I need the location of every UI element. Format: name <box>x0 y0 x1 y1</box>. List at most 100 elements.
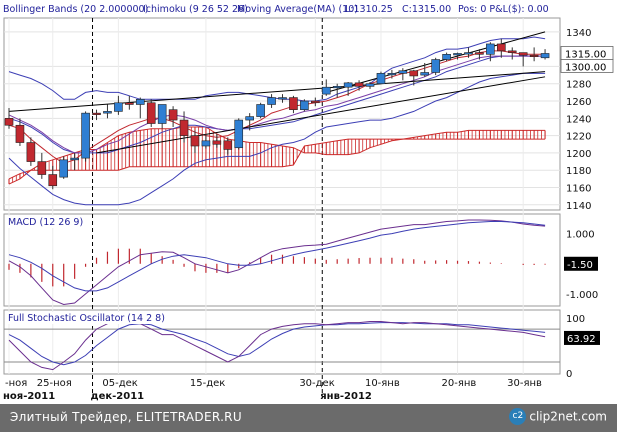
candle-body <box>278 97 287 100</box>
candle-body <box>81 112 90 159</box>
candle-body <box>70 157 79 161</box>
stochastic-d-line <box>8 322 546 366</box>
candle-body <box>190 135 200 147</box>
senkou-span-b-line <box>8 138 546 180</box>
candle-body <box>4 118 14 126</box>
candle-body <box>376 73 386 85</box>
candle-body <box>48 174 58 187</box>
candle-body <box>168 109 178 121</box>
price-axis-label: 1160 <box>566 184 591 195</box>
candle-body <box>321 86 331 95</box>
price-axis-label: 1220 <box>566 132 591 143</box>
close-price-label: 1315.00 <box>565 49 606 60</box>
macd-title: MACD (12 26 9) <box>8 217 83 228</box>
macd-line <box>8 219 546 306</box>
x-axis-date-label: 30-дек <box>299 378 334 389</box>
header-close-price: C:1315.00 <box>402 4 451 15</box>
price-marker-label: 1300.00 <box>565 62 606 73</box>
x-axis-month-label: ноя-2011 <box>3 391 55 402</box>
candle-body <box>442 54 451 60</box>
candle-body <box>507 50 517 53</box>
candle-body <box>223 140 233 150</box>
x-axis-month-label: дек-2011 <box>91 391 145 402</box>
chart-canvas: 1140116011801200122012401260128013001340… <box>0 0 614 402</box>
macd-value-marker <box>564 256 598 271</box>
candle-body <box>114 102 123 112</box>
candle-body <box>157 104 167 124</box>
candle-body <box>431 59 440 73</box>
price-axis-label: 1340 <box>566 28 591 39</box>
x-axis-date-label: 15-дек <box>190 378 225 389</box>
candle-body <box>146 102 156 124</box>
candle-body <box>540 53 550 59</box>
price-axis-label: 1140 <box>566 201 591 212</box>
macd-signal-line <box>8 221 546 292</box>
header-indicator-label: Ichimoku (9 26 52 26) <box>143 4 248 15</box>
price-axis-label: 1200 <box>566 149 591 160</box>
x-axis-month-label: янв-2012 <box>320 391 372 402</box>
x-axis-date-label: 10-янв <box>365 378 400 389</box>
candle-body <box>135 98 145 105</box>
x-axis-date-label: -ноя <box>5 378 27 389</box>
candle-body <box>212 140 222 145</box>
bollinger-lower-line <box>8 72 546 206</box>
candle-body <box>300 100 309 110</box>
footer-bar: Элитный Трейдер, ELITETRADER.RU c2 clip2n… <box>0 404 617 432</box>
price-axis-label: 1240 <box>566 114 591 125</box>
candle-body <box>92 112 101 115</box>
candle-body <box>103 111 112 114</box>
bollinger-upper-line <box>8 36 546 102</box>
candle-body <box>311 100 320 104</box>
stochastic-value-label: 63.92 <box>567 334 596 345</box>
candle-body <box>475 52 484 55</box>
macd-axis-label: 1.000 <box>566 230 595 241</box>
stochastic-k-line <box>8 320 546 371</box>
stochastic-axis-label: 0 <box>566 369 572 380</box>
x-axis-date-label: 30-янв <box>507 378 542 389</box>
candle-body <box>289 97 298 110</box>
candle-body <box>486 43 495 55</box>
candle-body <box>332 86 342 89</box>
trend-line <box>8 71 546 112</box>
clip2net-logo-icon: c2 <box>509 408 527 425</box>
moving-average-line <box>8 55 546 154</box>
candle-body <box>267 97 276 105</box>
stochastic-title: Full Stochastic Oscillator (14 2 8) <box>8 313 165 324</box>
header-last-price: L:1310.25 <box>345 4 393 15</box>
candle-body <box>529 54 539 57</box>
footer-caption: Элитный Трейдер, ELITETRADER.RU <box>10 410 242 424</box>
candle-body <box>496 43 506 52</box>
header-position-pl: Pos: 0 P&L($): 0.00 <box>458 4 549 15</box>
stochastic-value-marker <box>564 330 600 345</box>
macd-value-label: -1.50 <box>567 260 593 271</box>
candle-body <box>409 70 419 77</box>
price-axis-label: 1280 <box>566 80 591 91</box>
x-axis-date-label: 20-янв <box>442 378 477 389</box>
stochastic-axis-label: 100 <box>566 314 585 325</box>
price-marker <box>560 59 614 73</box>
candle-body <box>234 119 244 149</box>
header-strip <box>0 0 560 16</box>
macd-axis-label: -1.000 <box>566 290 598 301</box>
candle-body <box>354 82 364 87</box>
x-axis-date-label: 05-дек <box>102 378 137 389</box>
candle-body <box>387 73 397 76</box>
tenkan-sen-line <box>8 50 546 164</box>
candle-body <box>179 119 189 136</box>
candle-body <box>37 161 47 175</box>
header-indicator-label: Bollinger Bands (20 2.000000) <box>3 4 148 15</box>
candle-body <box>398 70 408 74</box>
x-axis-date-label: 25-ноя <box>37 378 72 389</box>
candle-body <box>518 52 528 56</box>
clip2net-logo-text: clip2net.com <box>529 409 607 424</box>
candle-body <box>59 159 69 178</box>
candle-body <box>420 72 430 76</box>
price-axis-label: 1180 <box>566 166 591 177</box>
candle-body <box>365 83 375 87</box>
candle-body <box>15 124 25 143</box>
price-axis-label: 1260 <box>566 97 591 108</box>
candle-body <box>464 52 473 55</box>
header-indicator-label: Moving Average(MA) (10) <box>237 4 358 15</box>
clip2net-logo: c2 clip2net.com <box>509 408 607 425</box>
